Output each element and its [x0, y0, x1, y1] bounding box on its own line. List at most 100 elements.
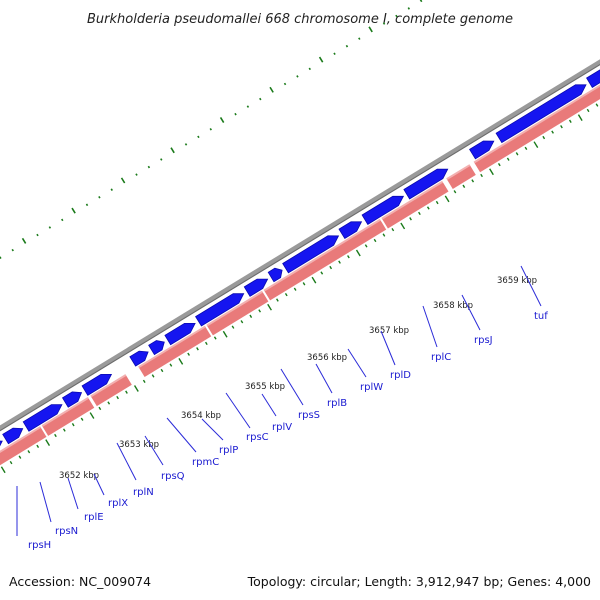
forward-gene-arrow [403, 168, 449, 200]
gc-skew-tick [395, 14, 398, 18]
inner-tick [373, 238, 377, 243]
inner-tick [267, 303, 272, 311]
reverse-gene-highlight [263, 218, 381, 292]
inner-tick [178, 358, 184, 365]
forward-gene-arrow [2, 427, 24, 445]
leader-line-rpsN [39, 481, 52, 523]
inner-tick [276, 298, 279, 302]
forward-gene-arrow [267, 267, 283, 283]
gc-skew-track [0, 0, 423, 259]
reverse-gene-block [473, 85, 600, 173]
inner-tick [311, 276, 317, 284]
gene-label-rplP: rplP [219, 445, 238, 456]
backbone-track [0, 59, 600, 432]
inner-tick [258, 309, 262, 313]
forward-gene-arrow [195, 293, 245, 327]
reverse-gene-highlight [381, 180, 444, 220]
inner-tick [347, 255, 350, 259]
forward-gene-arrow [586, 69, 600, 88]
inner-tick [293, 287, 297, 291]
gc-skew-tick [147, 165, 151, 169]
forward-gene-arrow [22, 404, 63, 432]
gc-skew-tick [407, 7, 411, 10]
leader-line-rplN [116, 442, 137, 481]
forward-gene-arrow [81, 373, 113, 396]
inner-tick [151, 374, 155, 378]
inner-tick [586, 108, 590, 113]
gc-skew-tick [296, 75, 299, 78]
leader-line-rpsC [225, 392, 251, 429]
inner-tick [480, 173, 483, 178]
inner-tick [435, 200, 439, 205]
inner-tick [542, 135, 546, 140]
gene-label-rpsH: rpsH [28, 540, 51, 551]
inner-tick [160, 368, 164, 373]
inner-tick [27, 450, 31, 454]
inner-tick [320, 271, 324, 275]
inner-tick [187, 352, 191, 356]
gc-skew-tick [308, 67, 311, 71]
gc-skew-tick [0, 256, 2, 259]
forward-gene-arrow [469, 140, 495, 160]
inner-tick [125, 390, 128, 394]
forward-gene-arrow [129, 350, 149, 367]
tick-label: 3653 kbp [119, 440, 159, 450]
reverse-gene-block [90, 374, 132, 407]
inner-tick [80, 417, 84, 421]
map-title: Burkholderia pseudomallei 668 chromosome… [87, 12, 513, 27]
reverse-gene-highlight [206, 290, 263, 327]
leader-line-tuf [520, 265, 542, 307]
gc-skew-tick [85, 203, 89, 207]
gene-label-rplE: rplE [84, 512, 104, 523]
gene-label-rpsN: rpsN [55, 526, 78, 537]
inner-tick [453, 190, 457, 194]
gc-skew-tick [209, 128, 212, 131]
inner-tick [0, 466, 6, 474]
forward-gene-arrow [243, 278, 269, 297]
gene-label-rpsS: rpsS [298, 410, 320, 421]
gene-label-rplN: rplN [133, 487, 154, 498]
backbone-inner-line [0, 63, 600, 432]
leader-line-rplB [315, 363, 333, 394]
leader-line-rpsJ [461, 294, 481, 331]
inner-tick [489, 168, 494, 176]
inner-tick [462, 184, 466, 188]
reverse-gene-block [381, 181, 449, 229]
leader-line-rplW [347, 348, 367, 378]
gene-track-forward [0, 69, 600, 447]
gene-label-rpmC: rpmC [192, 457, 219, 468]
inner-tick [533, 141, 539, 149]
tick-label: 3659 kbp [497, 276, 537, 286]
tick-label: 3656 kbp [307, 353, 347, 363]
leader-line-rplC [422, 305, 438, 348]
gc-skew-tick [160, 158, 163, 161]
gc-skew-tick [219, 117, 225, 123]
reverse-gene-block [446, 164, 476, 189]
tick-label: 3652 kbp [59, 471, 99, 481]
gc-skew-tick [318, 56, 324, 63]
leader-line-rplV [261, 393, 277, 417]
gc-skew-tick [269, 86, 274, 93]
tick-label: 3658 kbp [433, 301, 473, 311]
inner-tick [471, 179, 475, 183]
gene-label-rpsQ: rpsQ [161, 471, 185, 482]
inner-tick [444, 195, 450, 203]
inner-tick [338, 260, 341, 264]
inner-tick [45, 439, 51, 446]
forward-gene-arrow [0, 440, 3, 447]
inner-tick [142, 379, 146, 383]
inner-tick [506, 157, 510, 161]
gc-skew-tick [246, 105, 250, 108]
inner-tick [213, 336, 217, 340]
inner-tick [36, 444, 40, 448]
inner-tick [133, 385, 139, 392]
gene-label-rplX: rplX [108, 498, 128, 509]
leader-line-rpsQ [144, 435, 164, 466]
inner-tick [391, 228, 395, 232]
gc-skew-tick [184, 143, 188, 146]
gene-label-rpsC: rpsC [246, 432, 269, 443]
gene-label-rpsJ: rpsJ [474, 335, 493, 346]
reverse-gene-block [263, 219, 387, 301]
inner-tick [364, 244, 368, 248]
inner-tick [249, 314, 253, 318]
